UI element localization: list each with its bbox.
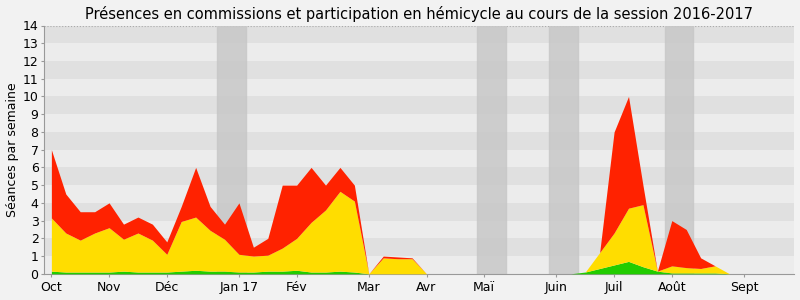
Bar xyxy=(218,26,246,274)
Bar xyxy=(477,26,506,274)
Bar xyxy=(44,220,794,238)
Bar xyxy=(44,203,794,220)
Bar xyxy=(549,26,578,274)
Bar xyxy=(44,79,794,96)
Bar xyxy=(44,150,794,167)
Bar xyxy=(44,96,794,114)
Bar xyxy=(44,114,794,132)
Bar xyxy=(44,43,794,61)
Bar xyxy=(44,26,794,43)
Y-axis label: Séances par semaine: Séances par semaine xyxy=(6,82,18,217)
Bar xyxy=(665,26,694,274)
Bar xyxy=(44,238,794,256)
Bar xyxy=(44,132,794,150)
Title: Présences en commissions et participation en hémicycle au cours de la session 20: Présences en commissions et participatio… xyxy=(86,6,754,22)
Bar xyxy=(44,185,794,203)
Bar xyxy=(44,61,794,79)
Bar xyxy=(44,256,794,274)
Bar xyxy=(44,167,794,185)
